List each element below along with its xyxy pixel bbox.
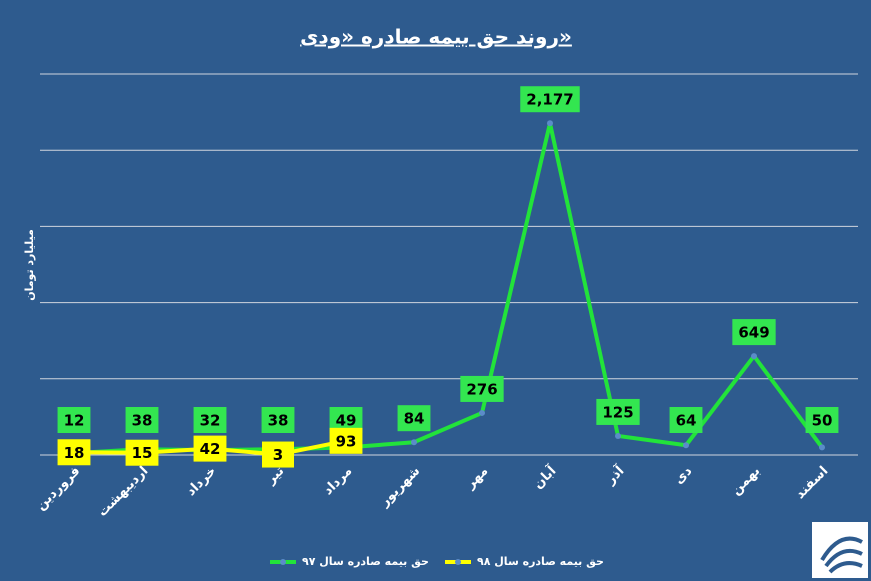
data-label-box: [596, 398, 640, 425]
point-marker: [479, 409, 485, 416]
point-marker: [683, 442, 689, 449]
data-label: 32: [193, 407, 227, 433]
data-label: 42: [193, 435, 227, 462]
legend-marker: [455, 559, 461, 565]
data-label: 64: [669, 407, 703, 433]
data-label-box: [261, 407, 295, 433]
point-marker: [615, 432, 621, 439]
data-label: 84: [397, 405, 431, 432]
data-label-text: 42: [200, 440, 221, 458]
data-label: 38: [261, 407, 295, 433]
data-label-text: 50: [812, 412, 833, 430]
data-label: 12: [57, 407, 91, 433]
legend-marker: [280, 559, 286, 565]
legend-label: حق بیمه صادره سال ۹۷: [302, 555, 429, 568]
data-label-text: 32: [200, 412, 221, 430]
data-label-text: 49: [336, 412, 357, 430]
logo: [812, 522, 868, 578]
data-label-text: 18: [64, 444, 85, 462]
data-label-box: [805, 407, 839, 433]
data-label: 649: [732, 319, 776, 346]
data-label: 15: [125, 439, 159, 466]
data-label-text: 3: [273, 446, 283, 464]
data-label-box: [193, 407, 227, 433]
data-label-box: [57, 439, 91, 466]
data-label-text: 125: [602, 403, 633, 421]
legend-label: حق بیمه صادره سال ۹۸: [477, 555, 604, 568]
data-label-box: [193, 435, 227, 462]
data-label-box: [397, 405, 431, 432]
data-label-box: [460, 375, 504, 402]
data-label: 93: [329, 427, 363, 454]
data-label-text: 93: [336, 432, 357, 450]
data-label: 18: [57, 439, 91, 466]
data-label-text: 84: [404, 410, 425, 428]
data-label: 50: [805, 407, 839, 433]
data-label: 3: [262, 441, 294, 468]
data-label-text: 38: [132, 412, 153, 430]
data-label-text: 15: [132, 444, 153, 462]
data-label-text: 2,177: [526, 91, 573, 109]
data-label-box: [125, 439, 159, 466]
data-label-text: 276: [466, 380, 497, 398]
data-label-text: 12: [64, 412, 85, 430]
data-label: 2,177: [520, 86, 580, 113]
chart-title: روند حق بیمه صادره «ودی»: [300, 25, 572, 49]
data-label-box: [125, 407, 159, 433]
data-label-text: 64: [676, 412, 697, 430]
data-label: 38: [125, 407, 159, 433]
point-marker: [547, 120, 553, 127]
data-label-text: 649: [738, 324, 769, 342]
point-marker: [751, 353, 757, 360]
data-label-text: 38: [268, 412, 289, 430]
data-label-box: [732, 319, 776, 346]
data-label-box: [520, 86, 580, 113]
data-label-box: [57, 407, 91, 433]
data-label: 276: [460, 375, 504, 402]
y-axis-label: میلیارد تومان: [23, 229, 36, 301]
data-label-box: [329, 427, 363, 454]
data-label-box: [669, 407, 703, 433]
point-marker: [411, 439, 417, 446]
data-label-box: [262, 441, 294, 468]
data-label: 125: [596, 398, 640, 425]
point-marker: [819, 444, 825, 451]
